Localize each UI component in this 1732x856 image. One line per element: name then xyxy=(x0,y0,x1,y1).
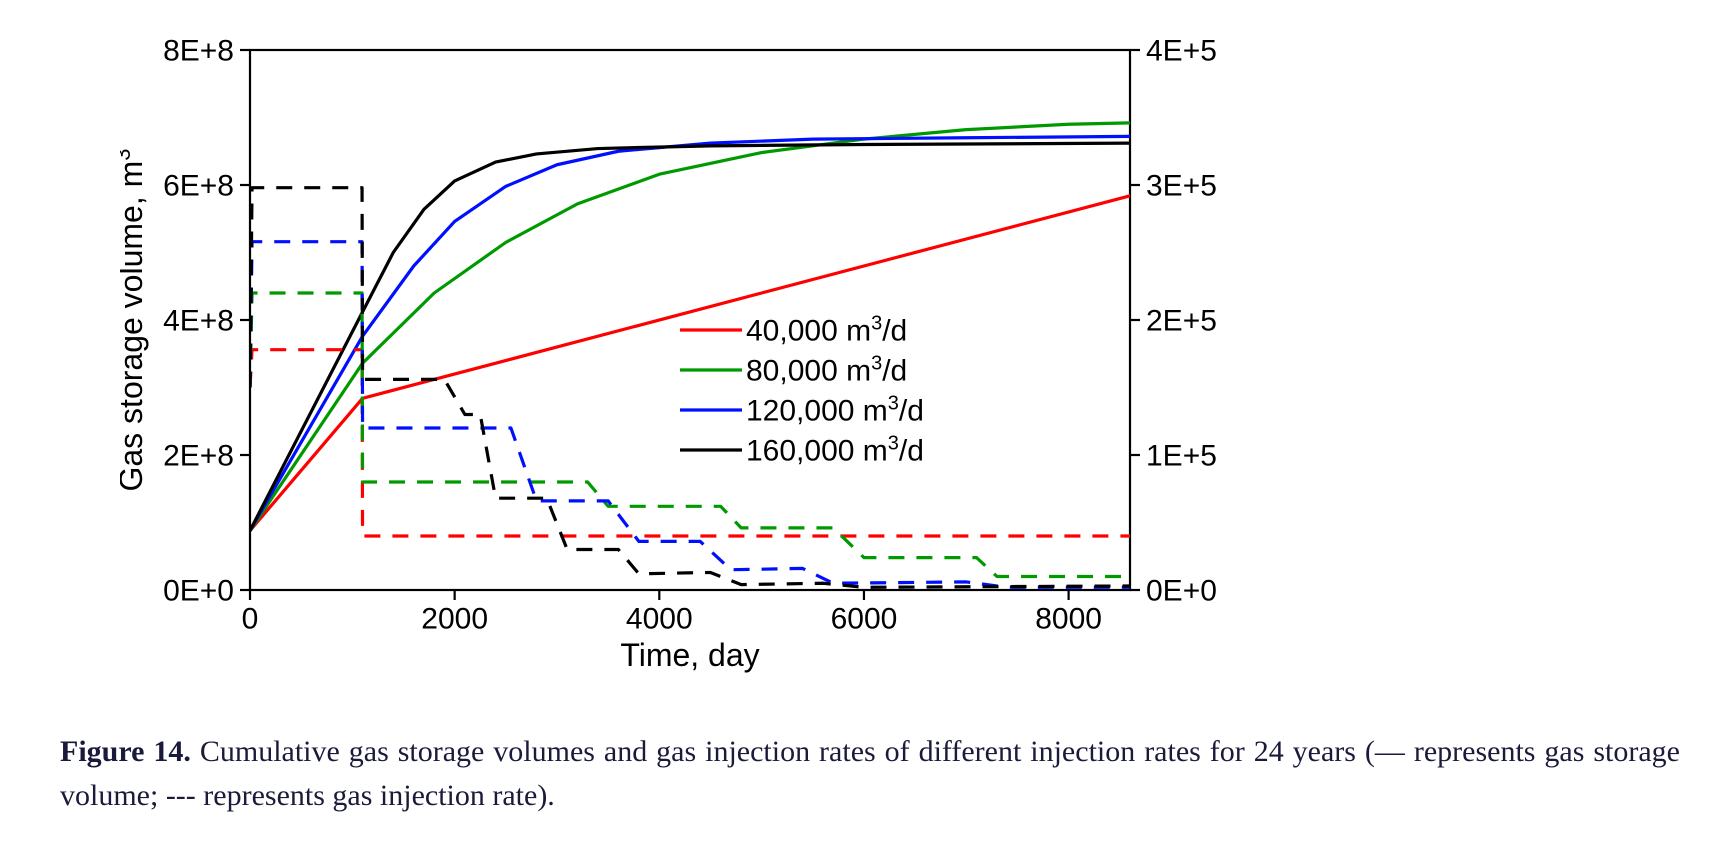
svg-text:8E+8: 8E+8 xyxy=(163,35,234,68)
svg-text:1E+5: 1E+5 xyxy=(1146,440,1217,473)
svg-text:4000: 4000 xyxy=(626,603,693,636)
svg-text:2E+5: 2E+5 xyxy=(1146,305,1217,338)
svg-text:2E+8: 2E+8 xyxy=(163,440,234,473)
svg-text:8000: 8000 xyxy=(1035,603,1102,636)
svg-text:0: 0 xyxy=(242,603,259,636)
caption-body: Cumulative gas storage volumes and gas i… xyxy=(60,735,1680,812)
legend-label-40k: 40,000 m3/d xyxy=(746,313,907,348)
svg-text:6000: 6000 xyxy=(831,603,898,636)
figure-caption: Figure 14. Cumulative gas storage volume… xyxy=(60,730,1680,817)
svg-text:4E+5: 4E+5 xyxy=(1146,35,1217,68)
svg-text:Gas storage volume, m3: Gas storage volume, m3 xyxy=(120,148,149,491)
svg-text:0E+0: 0E+0 xyxy=(163,575,234,608)
legend-label-80k: 80,000 m3/d xyxy=(746,353,907,388)
caption-label: Figure 14. xyxy=(60,735,191,768)
svg-text:0E+0: 0E+0 xyxy=(1146,575,1217,608)
svg-text:4E+8: 4E+8 xyxy=(163,305,234,338)
chart-container: 0 2000 4000 6000 8000 Time, day 0E+0 2E+8 4E+8 6E… xyxy=(120,20,1230,700)
svg-text:Time, day: Time, day xyxy=(620,637,759,673)
dual-axis-line-chart: 0 2000 4000 6000 8000 Time, day 0E+0 2E+8 4E+8 6E… xyxy=(120,20,1230,700)
svg-text:2000: 2000 xyxy=(421,603,488,636)
svg-text:6E+8: 6E+8 xyxy=(163,170,234,203)
svg-text:3E+5: 3E+5 xyxy=(1146,170,1217,203)
